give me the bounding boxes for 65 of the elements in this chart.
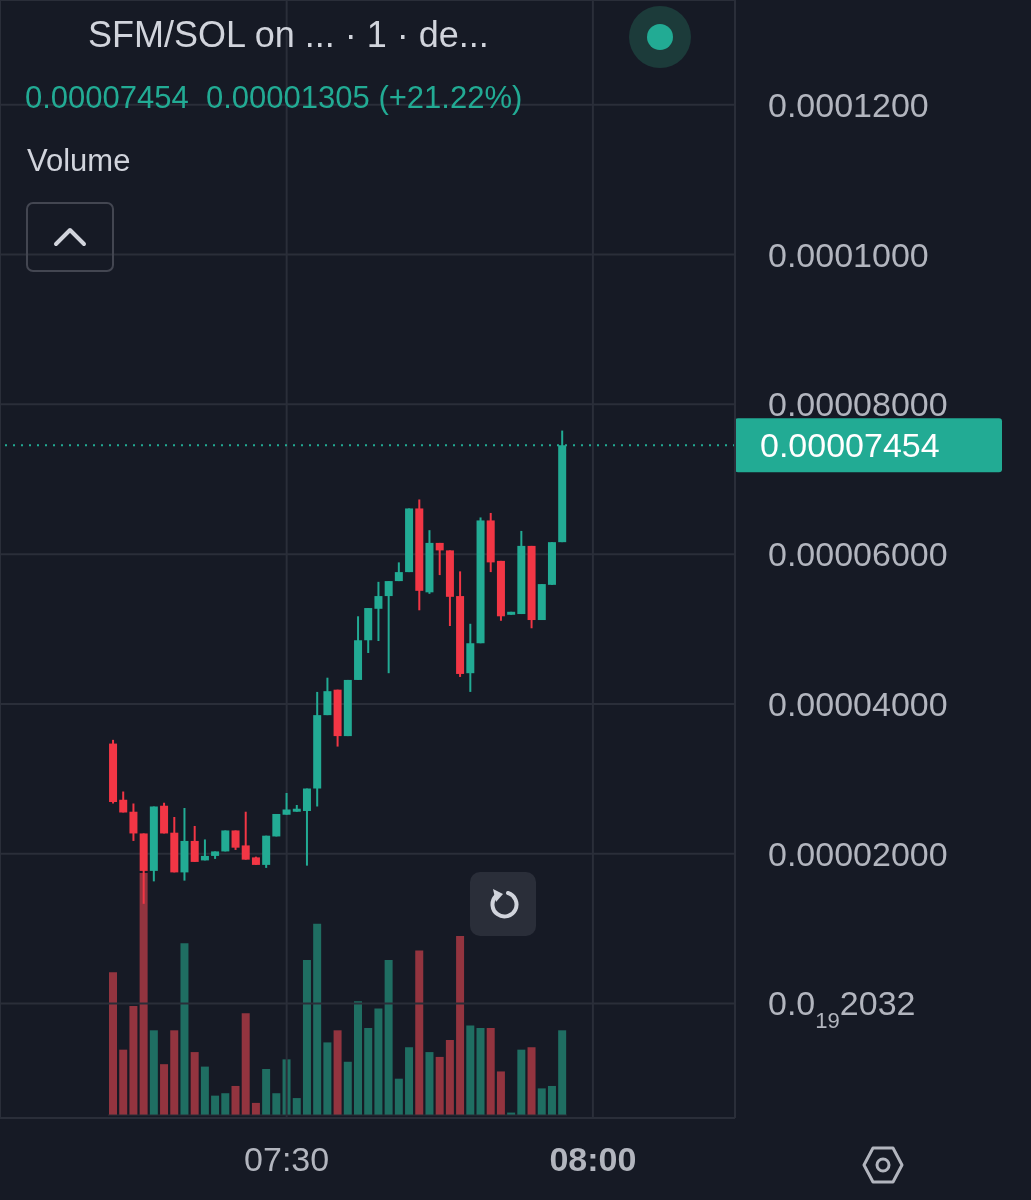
y-tick-label: 0.00006000 [768,535,948,574]
bar [108,972,117,1115]
bar [404,1047,413,1115]
bar [527,1047,536,1115]
bar [180,943,189,1115]
bar [119,1049,128,1115]
y-tick-label: 0.0001200 [768,85,929,124]
bar [149,1030,158,1115]
bar [435,1056,444,1115]
candlestick [241,810,250,861]
bar [221,1093,230,1115]
bar [159,1064,168,1115]
bar [241,1013,250,1115]
bar [537,1088,546,1115]
candlestick [323,676,332,717]
bar [415,950,424,1115]
bar [231,1085,240,1115]
x-tick-label: 08:00 [549,1140,637,1178]
bar [333,1030,342,1115]
candlestick [231,829,240,851]
candlestick [129,802,138,842]
bar [425,1052,434,1115]
bar [445,1039,454,1115]
bar [302,960,311,1115]
bar [353,1001,362,1115]
y-tick-label: 0.00002000 [768,834,948,873]
bar [292,1098,301,1115]
bar [200,1066,209,1115]
bar [496,1071,505,1115]
bar [466,1025,475,1115]
bar [210,1095,219,1115]
bar [455,935,464,1115]
bar [313,923,322,1115]
bar [364,1027,373,1115]
bar [384,960,393,1115]
candlestick [374,580,383,642]
chart-title: SFM/SOL on ... · 1 · de... [88,14,489,56]
bar [323,1042,332,1115]
bar [394,1078,403,1115]
candlestick [282,792,291,816]
bar [129,1006,138,1115]
ref-line-label: 0.00007454 [760,426,940,465]
bar [170,1030,179,1115]
bar [517,1049,526,1115]
bar [374,1008,383,1115]
bar [476,1027,485,1115]
text: 0.00007454 0.00001305 (+21.22%) [25,80,523,116]
y-tick-label: 0.0$_{19}$2032 [768,984,916,1033]
bar [558,1030,567,1115]
bar [262,1069,271,1115]
candlestick [384,580,393,675]
candlestick [435,541,444,577]
bar [486,1027,495,1115]
y-tick-label: 0.00004000 [768,684,948,723]
bar [547,1085,556,1115]
chart-title: Volume [27,143,131,179]
x-tick-label: 07:30 [244,1140,330,1178]
y-tick-label: 0.00008000 [768,385,948,424]
bar [190,1052,199,1115]
bar [343,1061,352,1115]
candlestick [190,824,199,863]
bar [251,1102,260,1115]
bar [272,1093,281,1115]
candlestick [302,787,311,867]
y-tick-label: 0.0001000 [768,235,929,274]
